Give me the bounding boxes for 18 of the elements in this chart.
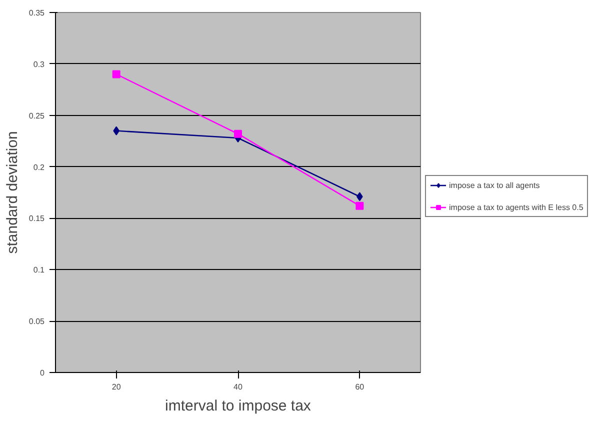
y-tick-label: 0 — [40, 368, 46, 378]
x-tick-label: 40 — [234, 382, 243, 392]
y-tick-label: 0.1 — [33, 266, 46, 275]
x-axis-title: imterval to impose tax — [165, 398, 312, 414]
y-tick-label: 0.2 — [33, 162, 46, 172]
y-axis-title: standard deviation — [4, 131, 21, 254]
point — [356, 202, 364, 210]
y-tick-label: 0.35 — [28, 8, 46, 18]
point — [234, 130, 242, 138]
y-tick-label: 0.15 — [28, 214, 46, 224]
y-tick-label: 0.3 — [33, 60, 46, 69]
legend-label: impose a tax to all agents — [449, 180, 540, 190]
y-tick-label: 0.25 — [28, 111, 46, 120]
y-tick-label: 0.05 — [28, 317, 46, 326]
x-tick-label: 60 — [355, 382, 365, 392]
legend-label: impose a tax to agents with E less 0.5 — [449, 202, 584, 212]
x-tick-label: 20 — [112, 382, 122, 392]
point — [112, 70, 120, 78]
